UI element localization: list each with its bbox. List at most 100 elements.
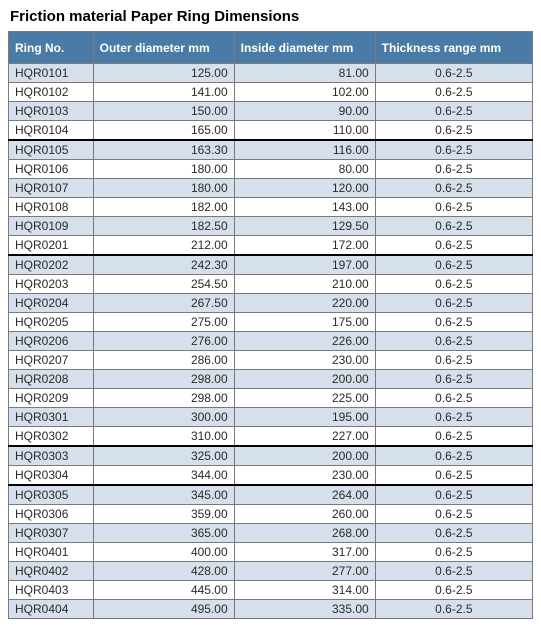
cell-inside-diameter: 225.00 [234,389,375,408]
cell-inside-diameter: 226.00 [234,332,375,351]
cell-thickness-range: 0.6-2.5 [375,600,532,619]
cell-outer-diameter: 400.00 [93,543,234,562]
cell-ring-no: HQR0102 [9,83,94,102]
cell-thickness-range: 0.6-2.5 [375,83,532,102]
cell-thickness-range: 0.6-2.5 [375,275,532,294]
cell-inside-diameter: 90.00 [234,102,375,121]
cell-ring-no: HQR0403 [9,581,94,600]
cell-inside-diameter: 80.00 [234,160,375,179]
col-header-inner: Inside diameter mm [234,32,375,64]
cell-thickness-range: 0.6-2.5 [375,370,532,389]
cell-ring-no: HQR0106 [9,160,94,179]
table-row: HQR0206276.00226.000.6-2.5 [9,332,533,351]
cell-inside-diameter: 210.00 [234,275,375,294]
cell-ring-no: HQR0305 [9,485,94,505]
cell-ring-no: HQR0204 [9,294,94,313]
cell-inside-diameter: 81.00 [234,64,375,83]
cell-inside-diameter: 110.00 [234,121,375,141]
table-row: HQR0404495.00335.000.6-2.5 [9,600,533,619]
cell-inside-diameter: 227.00 [234,427,375,447]
table-row: HQR0401400.00317.000.6-2.5 [9,543,533,562]
cell-inside-diameter: 264.00 [234,485,375,505]
cell-thickness-range: 0.6-2.5 [375,217,532,236]
cell-thickness-range: 0.6-2.5 [375,179,532,198]
cell-inside-diameter: 172.00 [234,236,375,256]
cell-outer-diameter: 365.00 [93,524,234,543]
cell-inside-diameter: 102.00 [234,83,375,102]
cell-outer-diameter: 254.50 [93,275,234,294]
cell-inside-diameter: 143.00 [234,198,375,217]
cell-inside-diameter: 175.00 [234,313,375,332]
cell-ring-no: HQR0401 [9,543,94,562]
table-row: HQR0202242.30197.000.6-2.5 [9,255,533,275]
cell-outer-diameter: 180.00 [93,160,234,179]
cell-outer-diameter: 150.00 [93,102,234,121]
cell-outer-diameter: 298.00 [93,389,234,408]
cell-ring-no: HQR0307 [9,524,94,543]
cell-thickness-range: 0.6-2.5 [375,446,532,466]
cell-outer-diameter: 300.00 [93,408,234,427]
cell-ring-no: HQR0107 [9,179,94,198]
cell-outer-diameter: 345.00 [93,485,234,505]
table-row: HQR0109182.50129.500.6-2.5 [9,217,533,236]
cell-inside-diameter: 335.00 [234,600,375,619]
table-row: HQR0103150.0090.000.6-2.5 [9,102,533,121]
cell-ring-no: HQR0206 [9,332,94,351]
cell-outer-diameter: 242.30 [93,255,234,275]
table-row: HQR0207286.00230.000.6-2.5 [9,351,533,370]
table-row: HQR0101125.0081.000.6-2.5 [9,64,533,83]
cell-inside-diameter: 230.00 [234,351,375,370]
cell-inside-diameter: 200.00 [234,446,375,466]
cell-inside-diameter: 197.00 [234,255,375,275]
table-row: HQR0108182.00143.000.6-2.5 [9,198,533,217]
cell-inside-diameter: 220.00 [234,294,375,313]
table-row: HQR0209298.00225.000.6-2.5 [9,389,533,408]
cell-outer-diameter: 125.00 [93,64,234,83]
cell-outer-diameter: 359.00 [93,505,234,524]
table-row: HQR0306359.00260.000.6-2.5 [9,505,533,524]
table-row: HQR0104165.00110.000.6-2.5 [9,121,533,141]
cell-ring-no: HQR0207 [9,351,94,370]
cell-outer-diameter: 310.00 [93,427,234,447]
cell-outer-diameter: 267.50 [93,294,234,313]
cell-outer-diameter: 445.00 [93,581,234,600]
table-row: HQR0305345.00264.000.6-2.5 [9,485,533,505]
dimensions-table: Ring No. Outer diameter mm Inside diamet… [8,31,533,619]
cell-inside-diameter: 277.00 [234,562,375,581]
table-row: HQR0203254.50210.000.6-2.5 [9,275,533,294]
cell-thickness-range: 0.6-2.5 [375,313,532,332]
cell-thickness-range: 0.6-2.5 [375,466,532,486]
cell-outer-diameter: 165.00 [93,121,234,141]
cell-outer-diameter: 182.00 [93,198,234,217]
cell-ring-no: HQR0402 [9,562,94,581]
cell-inside-diameter: 230.00 [234,466,375,486]
cell-ring-no: HQR0105 [9,140,94,160]
cell-outer-diameter: 344.00 [93,466,234,486]
cell-ring-no: HQR0303 [9,446,94,466]
cell-inside-diameter: 260.00 [234,505,375,524]
cell-ring-no: HQR0306 [9,505,94,524]
table-row: HQR0402428.00277.000.6-2.5 [9,562,533,581]
cell-ring-no: HQR0209 [9,389,94,408]
cell-thickness-range: 0.6-2.5 [375,198,532,217]
cell-thickness-range: 0.6-2.5 [375,255,532,275]
table-row: HQR0102141.00102.000.6-2.5 [9,83,533,102]
cell-thickness-range: 0.6-2.5 [375,427,532,447]
cell-thickness-range: 0.6-2.5 [375,389,532,408]
table-header-row: Ring No. Outer diameter mm Inside diamet… [9,32,533,64]
cell-thickness-range: 0.6-2.5 [375,140,532,160]
cell-inside-diameter: 129.50 [234,217,375,236]
cell-inside-diameter: 314.00 [234,581,375,600]
cell-ring-no: HQR0202 [9,255,94,275]
table-row: HQR0204267.50220.000.6-2.5 [9,294,533,313]
table-row: HQR0106180.0080.000.6-2.5 [9,160,533,179]
col-header-outer: Outer diameter mm [93,32,234,64]
cell-ring-no: HQR0109 [9,217,94,236]
table-row: HQR0105163.30116.000.6-2.5 [9,140,533,160]
cell-outer-diameter: 428.00 [93,562,234,581]
cell-thickness-range: 0.6-2.5 [375,408,532,427]
cell-outer-diameter: 163.30 [93,140,234,160]
table-body: HQR0101125.0081.000.6-2.5HQR0102141.0010… [9,64,533,619]
cell-outer-diameter: 182.50 [93,217,234,236]
cell-thickness-range: 0.6-2.5 [375,581,532,600]
